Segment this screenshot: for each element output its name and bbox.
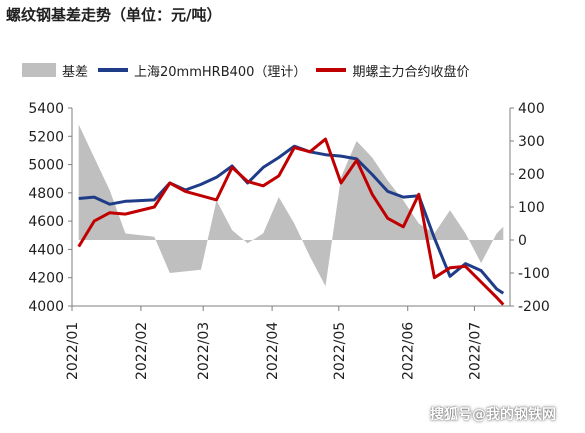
y-left-tick-label: 5000 [28,158,64,174]
series-basis-area [78,124,504,287]
legend-label-spot: 上海20mmHRB400（理计） [134,64,307,80]
legend-item-basis: 基差 [22,61,88,80]
y-left-tick-label: 4400 [28,242,64,258]
y-left-tick-label: 4000 [28,299,64,315]
y-left-tick-label: 4200 [28,271,64,287]
x-tick-label: 2022/05 [332,322,348,380]
legend-swatch-futures [316,68,347,72]
legend-label-basis: 基差 [62,64,89,80]
y-left-tick-label: 5400 [28,101,64,117]
y-left-tick-label: 4800 [28,186,64,202]
x-tick-label: 2022/06 [401,322,417,380]
y-left-tick-label: 4600 [28,214,64,230]
y-right-tick-label: 200 [518,167,545,183]
x-tick-label: 2022/03 [196,322,212,380]
legend-swatch-basis [22,63,56,77]
legend-swatch-spot [98,68,129,72]
x-tick-label: 2022/07 [467,322,483,380]
y-left-tick-label: 5200 [28,129,64,145]
legend-item-spot: 上海20mmHRB400（理计） [98,61,306,80]
y-right-tick-label: 100 [518,200,545,216]
watermark: 搜狐号@我的钢铁网 [430,407,556,423]
y-right-tick-label: -100 [518,266,550,282]
x-tick-label: 2022/02 [134,322,150,380]
y-right-tick-label: 400 [518,101,545,117]
y-right-tick-label: -200 [518,299,550,315]
legend-item-futures: 期螺主力合约收盘价 [316,61,469,80]
chart-title: 螺纹钢基差走势（单位：元/吨） [6,6,222,24]
x-tick-label: 2022/04 [265,322,281,380]
x-tick-label: 2022/01 [65,322,81,380]
legend: 基差 上海20mmHRB400（理计） 期螺主力合约收盘价 [22,60,582,80]
y-right-tick-label: 300 [518,134,545,150]
y-right-tick-label: 0 [518,233,527,249]
legend-label-futures: 期螺主力合约收盘价 [352,64,470,80]
series-futures-line [77,137,505,306]
